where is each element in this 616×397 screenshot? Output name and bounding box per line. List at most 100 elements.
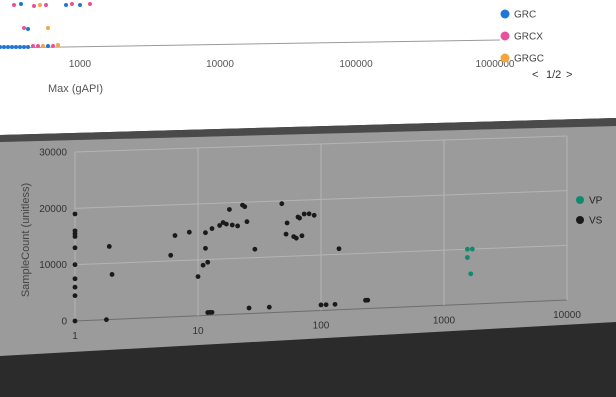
data-point-vs bbox=[223, 221, 229, 227]
data-point-vs bbox=[306, 211, 312, 217]
top-x-axis-line bbox=[0, 39, 501, 49]
legend-marker bbox=[500, 31, 510, 41]
data-point-vs bbox=[235, 223, 241, 229]
top-data-point bbox=[6, 45, 10, 49]
top-data-point bbox=[44, 3, 48, 7]
top-data-point bbox=[14, 45, 18, 49]
data-point-vs bbox=[244, 219, 250, 225]
top-data-point bbox=[26, 45, 30, 49]
data-point-vs bbox=[72, 211, 78, 217]
top-data-point bbox=[31, 44, 35, 48]
x-tick-label: 10 bbox=[192, 326, 204, 337]
data-point-vs bbox=[186, 229, 192, 235]
data-point-vs bbox=[72, 284, 78, 290]
legend-label-vp: VP bbox=[589, 196, 603, 207]
legend-next-button[interactable]: > bbox=[566, 69, 572, 81]
legend-label: GRCX bbox=[514, 32, 543, 43]
data-point-vs bbox=[311, 212, 317, 218]
data-point-vs bbox=[283, 231, 289, 237]
top-data-point bbox=[88, 2, 92, 6]
data-point-vs bbox=[72, 276, 78, 282]
y-tick-label: 20000 bbox=[39, 204, 67, 215]
data-point-vs bbox=[279, 201, 285, 207]
data-point-vs bbox=[266, 304, 272, 310]
legend-marker bbox=[500, 53, 510, 63]
top-data-point bbox=[38, 3, 42, 7]
top-x-tick-label: 100000 bbox=[339, 59, 373, 70]
y-tick-label: 30000 bbox=[39, 148, 67, 159]
data-point-vs bbox=[168, 252, 174, 258]
legend-label: GRGC bbox=[514, 54, 544, 65]
data-point-vs bbox=[203, 230, 208, 236]
data-point-vs bbox=[72, 234, 78, 239]
data-point-vs bbox=[301, 211, 307, 217]
legend-marker bbox=[500, 9, 510, 19]
data-point-vs bbox=[336, 246, 342, 252]
legend-page-label: 1/2 bbox=[546, 69, 561, 81]
data-point-vs bbox=[332, 301, 338, 307]
data-point-vs bbox=[217, 223, 223, 228]
data-point-vp bbox=[469, 246, 475, 252]
top-x-tick-label: 10000 bbox=[206, 59, 234, 70]
legend-prev-button[interactable]: < bbox=[532, 69, 538, 81]
bottom-y-tick-labels: 0 10000 20000 30000 bbox=[39, 148, 67, 328]
top-chart-card: 1000 10000 100000 1000000 Max (gAPI) GRCGRC… bbox=[0, 0, 616, 135]
top-data-point bbox=[46, 44, 50, 48]
top-x-tick-label: 1000 bbox=[69, 59, 92, 70]
legend-marker-vp bbox=[576, 196, 584, 204]
data-point-vs bbox=[299, 233, 305, 239]
top-x-tick-label: 1000000 bbox=[476, 59, 515, 70]
data-point-vs bbox=[209, 309, 215, 315]
top-data-point bbox=[18, 45, 22, 49]
data-point-vs bbox=[226, 207, 232, 212]
data-point-vs bbox=[203, 245, 208, 251]
top-card-background bbox=[0, 0, 616, 135]
legend-label: GRC bbox=[514, 10, 536, 21]
top-x-axis-title: Max (gAPI) bbox=[48, 83, 103, 95]
top-data-point bbox=[10, 45, 14, 49]
legend-marker-vs bbox=[576, 216, 584, 224]
top-data-point bbox=[36, 44, 40, 48]
x-tick-label: 1 bbox=[72, 331, 78, 342]
data-point-vs bbox=[195, 274, 201, 280]
data-point-vs bbox=[293, 235, 299, 241]
top-data-point bbox=[46, 26, 50, 30]
data-point-vs bbox=[72, 245, 78, 251]
top-legend-pager: < 1/2 > bbox=[532, 69, 572, 81]
top-data-point bbox=[26, 27, 30, 31]
top-data-point bbox=[19, 2, 23, 6]
top-data-point bbox=[32, 4, 36, 8]
data-point-vs bbox=[72, 262, 78, 268]
data-point-vs bbox=[103, 317, 109, 323]
bottom-panel-background bbox=[0, 126, 616, 356]
top-legend: GRC GRCX GRGC bbox=[500, 9, 544, 65]
data-point-vs bbox=[209, 226, 215, 231]
bottom-y-axis-title: SampleCount (unitless) bbox=[20, 183, 32, 297]
top-data-point bbox=[64, 3, 68, 7]
x-tick-label: 1000 bbox=[433, 315, 456, 326]
top-data-point bbox=[22, 45, 26, 49]
top-data-point bbox=[78, 3, 82, 7]
bottom-plot-points bbox=[72, 201, 475, 324]
top-data-point bbox=[41, 44, 45, 48]
x-tick-label: 100 bbox=[313, 321, 330, 332]
data-point-vp bbox=[465, 255, 470, 260]
card-shadow bbox=[0, 118, 616, 142]
data-point-vs bbox=[172, 233, 178, 238]
top-plot-points bbox=[0, 2, 92, 49]
data-point-vs bbox=[365, 297, 371, 303]
data-point-vs bbox=[246, 305, 252, 311]
data-point-vs bbox=[106, 244, 112, 249]
legend-label-vs: VS bbox=[589, 216, 603, 227]
top-data-point bbox=[0, 45, 2, 49]
data-point-vs bbox=[200, 262, 206, 268]
bottom-chart-panel: 0 10000 20000 30000 1 10 100 1000 10000 SampleC… bbox=[0, 126, 616, 356]
y-tick-label: 10000 bbox=[39, 260, 67, 271]
x-tick-label: 10000 bbox=[553, 310, 581, 321]
data-point-vs bbox=[297, 215, 303, 221]
top-x-tick-labels: 1000 10000 100000 1000000 bbox=[69, 59, 515, 70]
data-point-vs bbox=[109, 272, 115, 277]
bottom-grid bbox=[74, 135, 568, 322]
data-point-vs bbox=[318, 302, 324, 308]
